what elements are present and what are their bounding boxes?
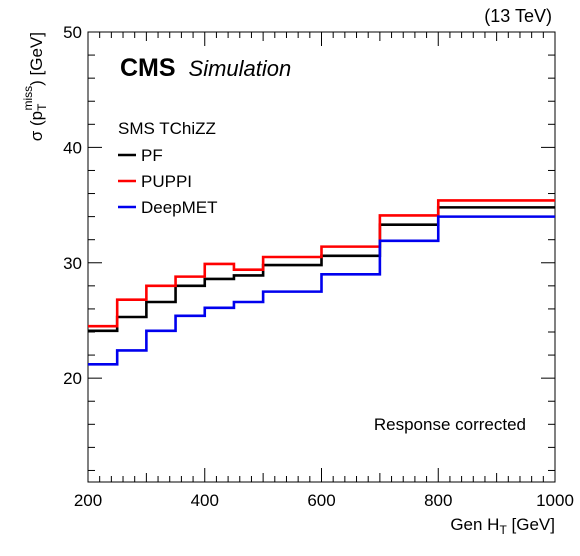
legend: SMS TChiZZ PF PUPPI DeepMET [118,119,218,217]
x-tick-label: 400 [191,491,219,510]
legend-header: SMS TChiZZ [118,119,216,138]
energy-label: (13 TeV) [484,6,552,26]
series-line-deepmet [88,215,555,366]
legend-items: PF PUPPI DeepMET [118,146,218,217]
x-axis: 200 400 600 800 1000 [74,32,574,510]
x-axis-title-sub: T [499,523,507,537]
x-axis-title-main: Gen H [450,515,499,534]
y-axis-title-unit: ) [GeV] [27,32,46,86]
series-line-puppi [88,199,555,328]
series-layer [88,199,555,366]
x-tick-label: 800 [424,491,452,510]
note-text: Response corrected [374,415,526,434]
y-axis-title: σ (pTmiss) [GeV] [21,32,49,141]
x-tick-label: 200 [74,491,102,510]
series-line-pf [88,206,555,333]
experiment-name: CMS [120,54,176,82]
y-tick-label: 20 [63,369,82,388]
x-axis-title: Gen HT [GeV] [450,515,555,537]
legend-label-deepmet: DeepMET [141,198,218,217]
x-tick-label: 600 [307,491,335,510]
experiment-tag: Simulation [189,56,292,81]
experiment-label: CMS Simulation [120,54,291,82]
y-tick-label: 30 [63,254,82,273]
y-axis-title-sup: miss [21,86,35,111]
x-tick-label: 1000 [536,491,574,510]
y-tick-label: 50 [63,23,82,42]
y-axis-title-sigma: σ (p [27,111,46,141]
x-axis-title-unit: [GeV] [507,515,555,534]
y-axis-title-sub: T [35,103,49,111]
legend-label-pf: PF [141,146,163,165]
y-axis: 20 30 40 50 [63,23,555,471]
legend-label-puppi: PUPPI [141,172,192,191]
y-tick-label: 40 [63,138,82,157]
